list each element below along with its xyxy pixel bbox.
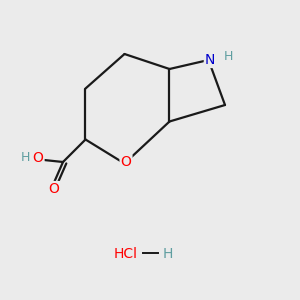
Text: O: O	[49, 182, 59, 196]
Text: H: H	[162, 247, 172, 260]
Text: N: N	[205, 53, 215, 67]
Text: HCl: HCl	[114, 247, 138, 260]
Text: H: H	[21, 151, 30, 164]
Text: O: O	[33, 151, 44, 164]
Text: O: O	[121, 155, 131, 169]
Text: H: H	[224, 50, 234, 63]
